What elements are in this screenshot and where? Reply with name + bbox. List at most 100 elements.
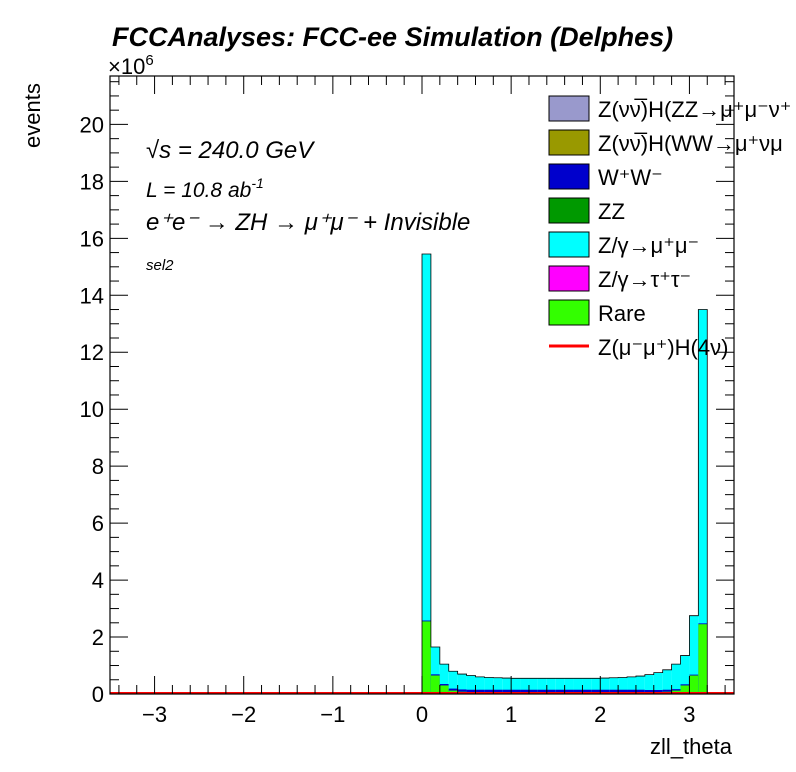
- y-tick-label: 6: [92, 511, 104, 536]
- bar-zmumu: [573, 678, 583, 694]
- bar-zmumu: [502, 678, 512, 694]
- bar-zmumu: [591, 678, 601, 694]
- bar-zmumu: [520, 678, 529, 694]
- bar-zmumu: [582, 678, 592, 694]
- y-tick-label: 4: [92, 568, 104, 593]
- bar-rare: [698, 624, 708, 694]
- y-tick-label: 20: [80, 112, 104, 137]
- bar-ww: [564, 689, 574, 694]
- bar-zmumu: [618, 677, 628, 694]
- bar-rare: [430, 675, 440, 694]
- bar-zmumu: [644, 674, 654, 694]
- legend-label: Rare: [598, 301, 646, 326]
- y-tick-label: 2: [92, 625, 104, 650]
- legend-label: Z(νν̅)H(ZZ→μ⁺μ⁻ν⁺: [598, 97, 791, 122]
- bar-rare: [422, 621, 431, 694]
- legend-label: W⁺W⁻: [598, 165, 663, 190]
- bar-ww: [511, 689, 521, 694]
- bar-zmumu: [528, 678, 538, 694]
- y-axis-label: events: [20, 83, 45, 148]
- bar-zmumu: [457, 674, 467, 694]
- bar-ww: [573, 689, 583, 694]
- bar-zmumu: [537, 678, 547, 694]
- x-tick-label: −1: [320, 702, 345, 727]
- bar-ww: [618, 689, 628, 694]
- bar-zmumu: [653, 672, 663, 694]
- x-tick-label: −2: [231, 702, 256, 727]
- bar-zmumu: [439, 664, 449, 694]
- bar-zmumu: [609, 677, 619, 694]
- energy-label: √s = 240.0 GeV: [146, 137, 315, 164]
- y-tick-label: 18: [80, 169, 104, 194]
- bar-zmumu: [511, 678, 521, 694]
- y-tick-label: 16: [80, 226, 104, 251]
- bar-zmumu: [466, 675, 476, 694]
- legend-swatch: [548, 163, 590, 190]
- luminosity-label: L = 10.8 ab-1: [146, 175, 264, 202]
- bar-zmumu: [698, 309, 708, 694]
- bar-zmumu: [662, 669, 672, 694]
- bar-ww: [493, 689, 503, 694]
- bar-rare: [439, 685, 449, 694]
- bar-zmumu: [493, 677, 503, 694]
- bar-zmumu: [475, 676, 485, 694]
- y-multiplier-exp: 6: [145, 52, 153, 69]
- bar-ww: [466, 689, 476, 694]
- bar-rare: [680, 685, 690, 694]
- bar-ww: [609, 689, 619, 694]
- stack-outline: [421, 253, 708, 694]
- annotations: √s = 240.0 GeV L = 10.8 ab-1 e⁺e⁻ → ZH →…: [146, 137, 470, 274]
- x-tick-label: 2: [594, 702, 606, 727]
- luminosity-exp: -1: [251, 175, 263, 191]
- y-multiplier-base: ×10: [108, 54, 145, 79]
- y-tick-label: 0: [92, 682, 104, 707]
- x-tick-label: 1: [505, 702, 517, 727]
- process-label: e⁺e⁻ → ZH → μ⁺μ⁻ + Invisible: [146, 209, 470, 236]
- luminosity-base: L = 10.8 ab: [146, 179, 252, 202]
- bar-zmumu: [448, 671, 458, 694]
- y-tick-label: 12: [80, 340, 104, 365]
- bar-ww: [591, 689, 601, 694]
- y-tick-label: 8: [92, 454, 104, 479]
- bar-zmumu: [689, 615, 699, 694]
- legend-label: Z/γ→μ⁺μ⁻: [598, 233, 699, 258]
- selection-label: sel2: [146, 257, 174, 274]
- bar-ww: [528, 689, 538, 694]
- bar-rare: [689, 675, 699, 694]
- bar-ww: [475, 689, 485, 694]
- bar-zmumu: [635, 676, 645, 694]
- legend: Z(νν̅)H(ZZ→μ⁺μ⁻ν⁺ Z(νν̅)H(WW→μ⁺νμ W⁺W⁻ ZZ Z/…: [548, 95, 791, 360]
- legend-swatch: [548, 265, 590, 292]
- bar-ww: [627, 689, 636, 694]
- y-tick-label: 14: [80, 283, 104, 308]
- legend-label: Z(νν̅)H(WW→μ⁺νμ: [598, 131, 783, 156]
- legend-label: ZZ: [598, 199, 625, 224]
- x-tick-label: 3: [683, 702, 695, 727]
- bar-ww: [635, 689, 645, 694]
- bar-zmumu: [564, 678, 574, 694]
- bar-zmumu: [600, 678, 610, 694]
- bar-ww: [484, 689, 494, 694]
- bar-ww: [520, 689, 529, 694]
- legend-swatch: [548, 197, 590, 224]
- bar-zmumu: [671, 664, 681, 694]
- y-multiplier: ×106: [108, 52, 154, 79]
- bar-zmumu: [422, 253, 431, 694]
- bar-ww: [546, 689, 556, 694]
- bar-zmumu: [546, 678, 556, 694]
- legend-label: Z(μ⁻μ⁺)H(4ν): [598, 335, 728, 360]
- y-tick-label: 10: [80, 397, 104, 422]
- bar-zmumu: [430, 647, 440, 694]
- bar-ww: [582, 689, 592, 694]
- chart-title: FCCAnalyses: FCC-ee Simulation (Delphes): [112, 22, 673, 52]
- bar-zmumu: [555, 678, 565, 694]
- bar-zmumu: [484, 677, 494, 694]
- x-tick-label: 0: [416, 702, 428, 727]
- bar-ww: [537, 689, 547, 694]
- legend-label: Z/γ→τ⁺τ⁻: [598, 267, 691, 292]
- bar-zmumu: [627, 676, 636, 694]
- legend-swatch: [548, 95, 590, 122]
- bar-ww: [502, 689, 512, 694]
